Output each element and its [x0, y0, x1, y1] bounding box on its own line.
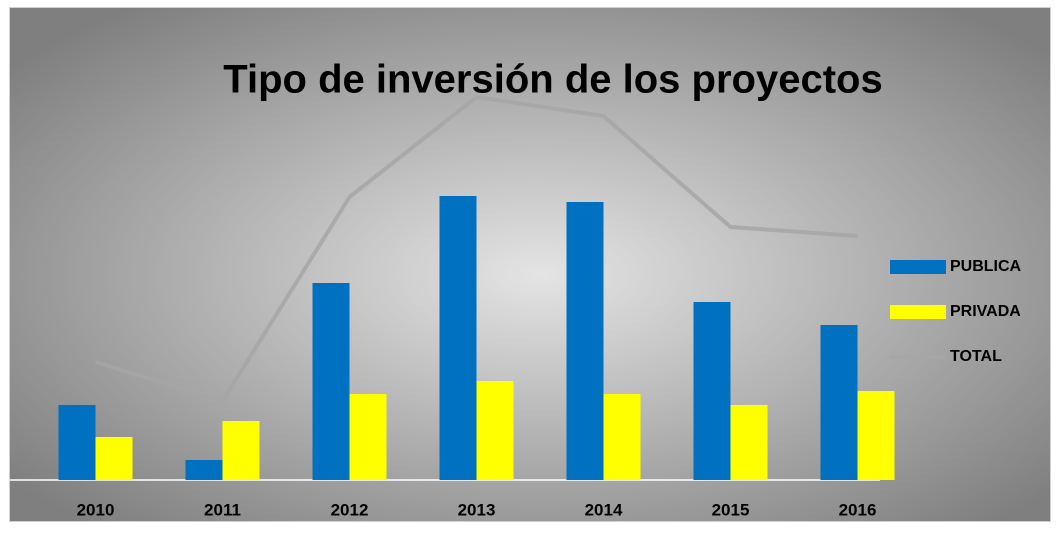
x-tick-label: 2016 — [839, 500, 877, 519]
bar — [857, 391, 895, 480]
bar — [58, 405, 96, 480]
bar — [693, 302, 731, 480]
bar — [476, 381, 514, 480]
legend-label: TOTAL — [950, 348, 1002, 365]
legend-swatch — [890, 305, 946, 319]
x-tick-label: 2011 — [204, 500, 241, 519]
bar — [820, 325, 858, 480]
bar — [185, 460, 223, 480]
bar — [730, 405, 768, 480]
bar — [566, 202, 604, 480]
bar — [312, 283, 350, 480]
bar — [95, 437, 133, 480]
legend-swatch — [890, 260, 946, 274]
x-tick-label: 2012 — [331, 500, 369, 519]
legend-label: PUBLICA — [950, 258, 1022, 275]
x-tick-label: 2013 — [458, 500, 496, 519]
bar — [349, 394, 387, 480]
legend-label: PRIVADA — [950, 303, 1021, 320]
total-line — [94, 95, 858, 403]
chart-title: Tipo de inversión de los proyectos — [223, 58, 882, 102]
x-tick-label: 2014 — [585, 500, 623, 519]
bar — [222, 421, 260, 480]
x-tick-label: 2015 — [712, 500, 750, 519]
x-tick-label: 2010 — [77, 500, 115, 519]
bar — [603, 394, 641, 480]
bar — [439, 196, 477, 480]
